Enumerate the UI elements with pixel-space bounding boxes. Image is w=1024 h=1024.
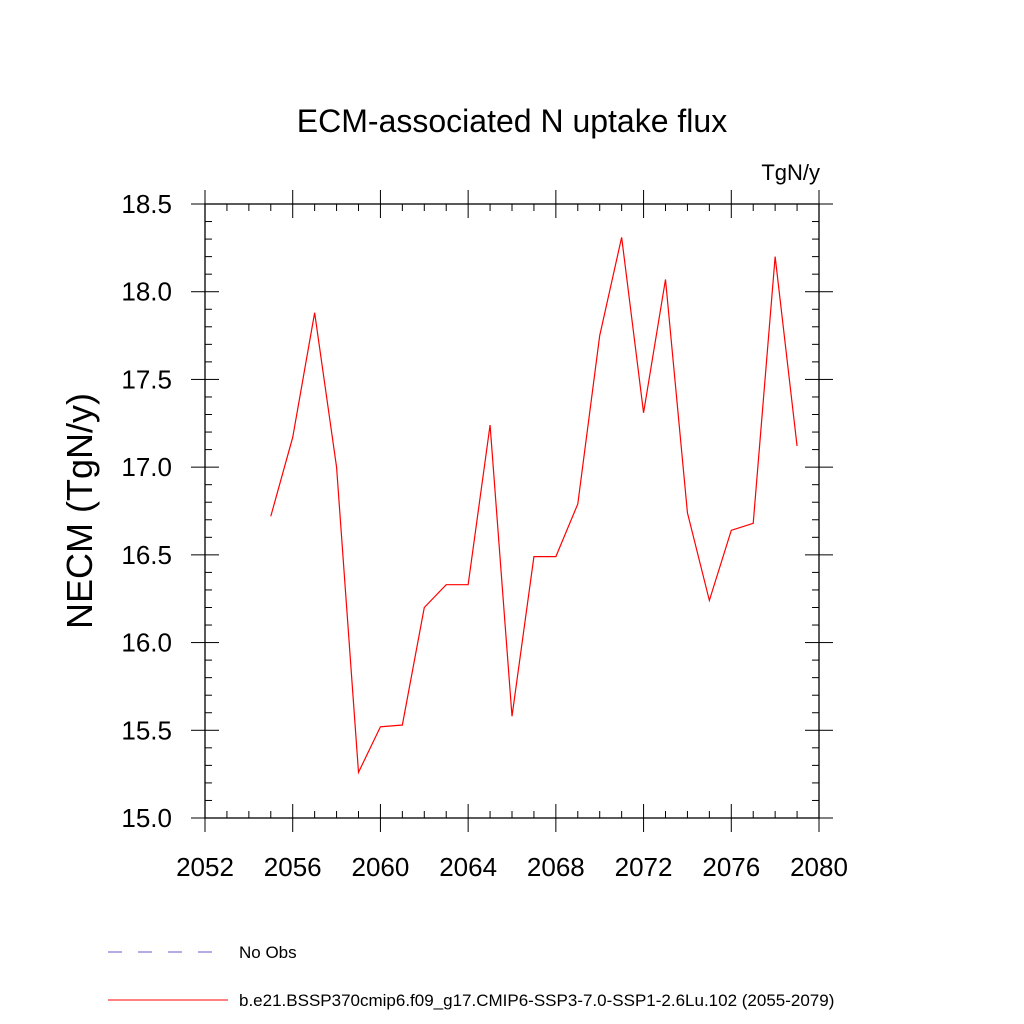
plot-frame [204, 203, 820, 819]
y-tick-label: 18.0 [121, 277, 172, 307]
units-label: TgN/y [761, 160, 820, 185]
x-tick-label: 2060 [352, 852, 410, 882]
tick-labels: 2052 2056 2060 2064 2068 2072 2076 2080 15.0 15.5… [121, 189, 848, 882]
series-line [270, 237, 798, 775]
y-tick-label: 17.5 [121, 364, 172, 394]
chart-title: ECM-associated N uptake flux [297, 103, 727, 139]
series-layer [270, 237, 798, 775]
legend-label: b.e21.BSSP370cmip6.f09_g17.CMIP6-SSP3-7.… [239, 991, 834, 1010]
y-tick-label: 15.5 [121, 715, 172, 745]
axis-ticks [191, 190, 833, 832]
legend: No Obs b.e21.BSSP370cmip6.f09_g17.CMIP6-S… [108, 943, 834, 1010]
x-tick-label: 2068 [527, 852, 585, 882]
x-tick-label: 2080 [790, 852, 848, 882]
x-tick-label: 2076 [702, 852, 760, 882]
legend-label: No Obs [239, 943, 297, 962]
y-tick-label: 18.5 [121, 189, 172, 219]
y-tick-label: 16.5 [121, 540, 172, 570]
y-tick-label: 16.0 [121, 628, 172, 658]
y-tick-label: 15.0 [121, 803, 172, 833]
x-tick-label: 2056 [264, 852, 322, 882]
y-tick-label: 17.0 [121, 452, 172, 482]
x-tick-label: 2072 [615, 852, 673, 882]
x-tick-label: 2064 [439, 852, 497, 882]
y-axis-label: NECM (TgN/y) [59, 393, 100, 629]
x-tick-label: 2052 [176, 852, 234, 882]
